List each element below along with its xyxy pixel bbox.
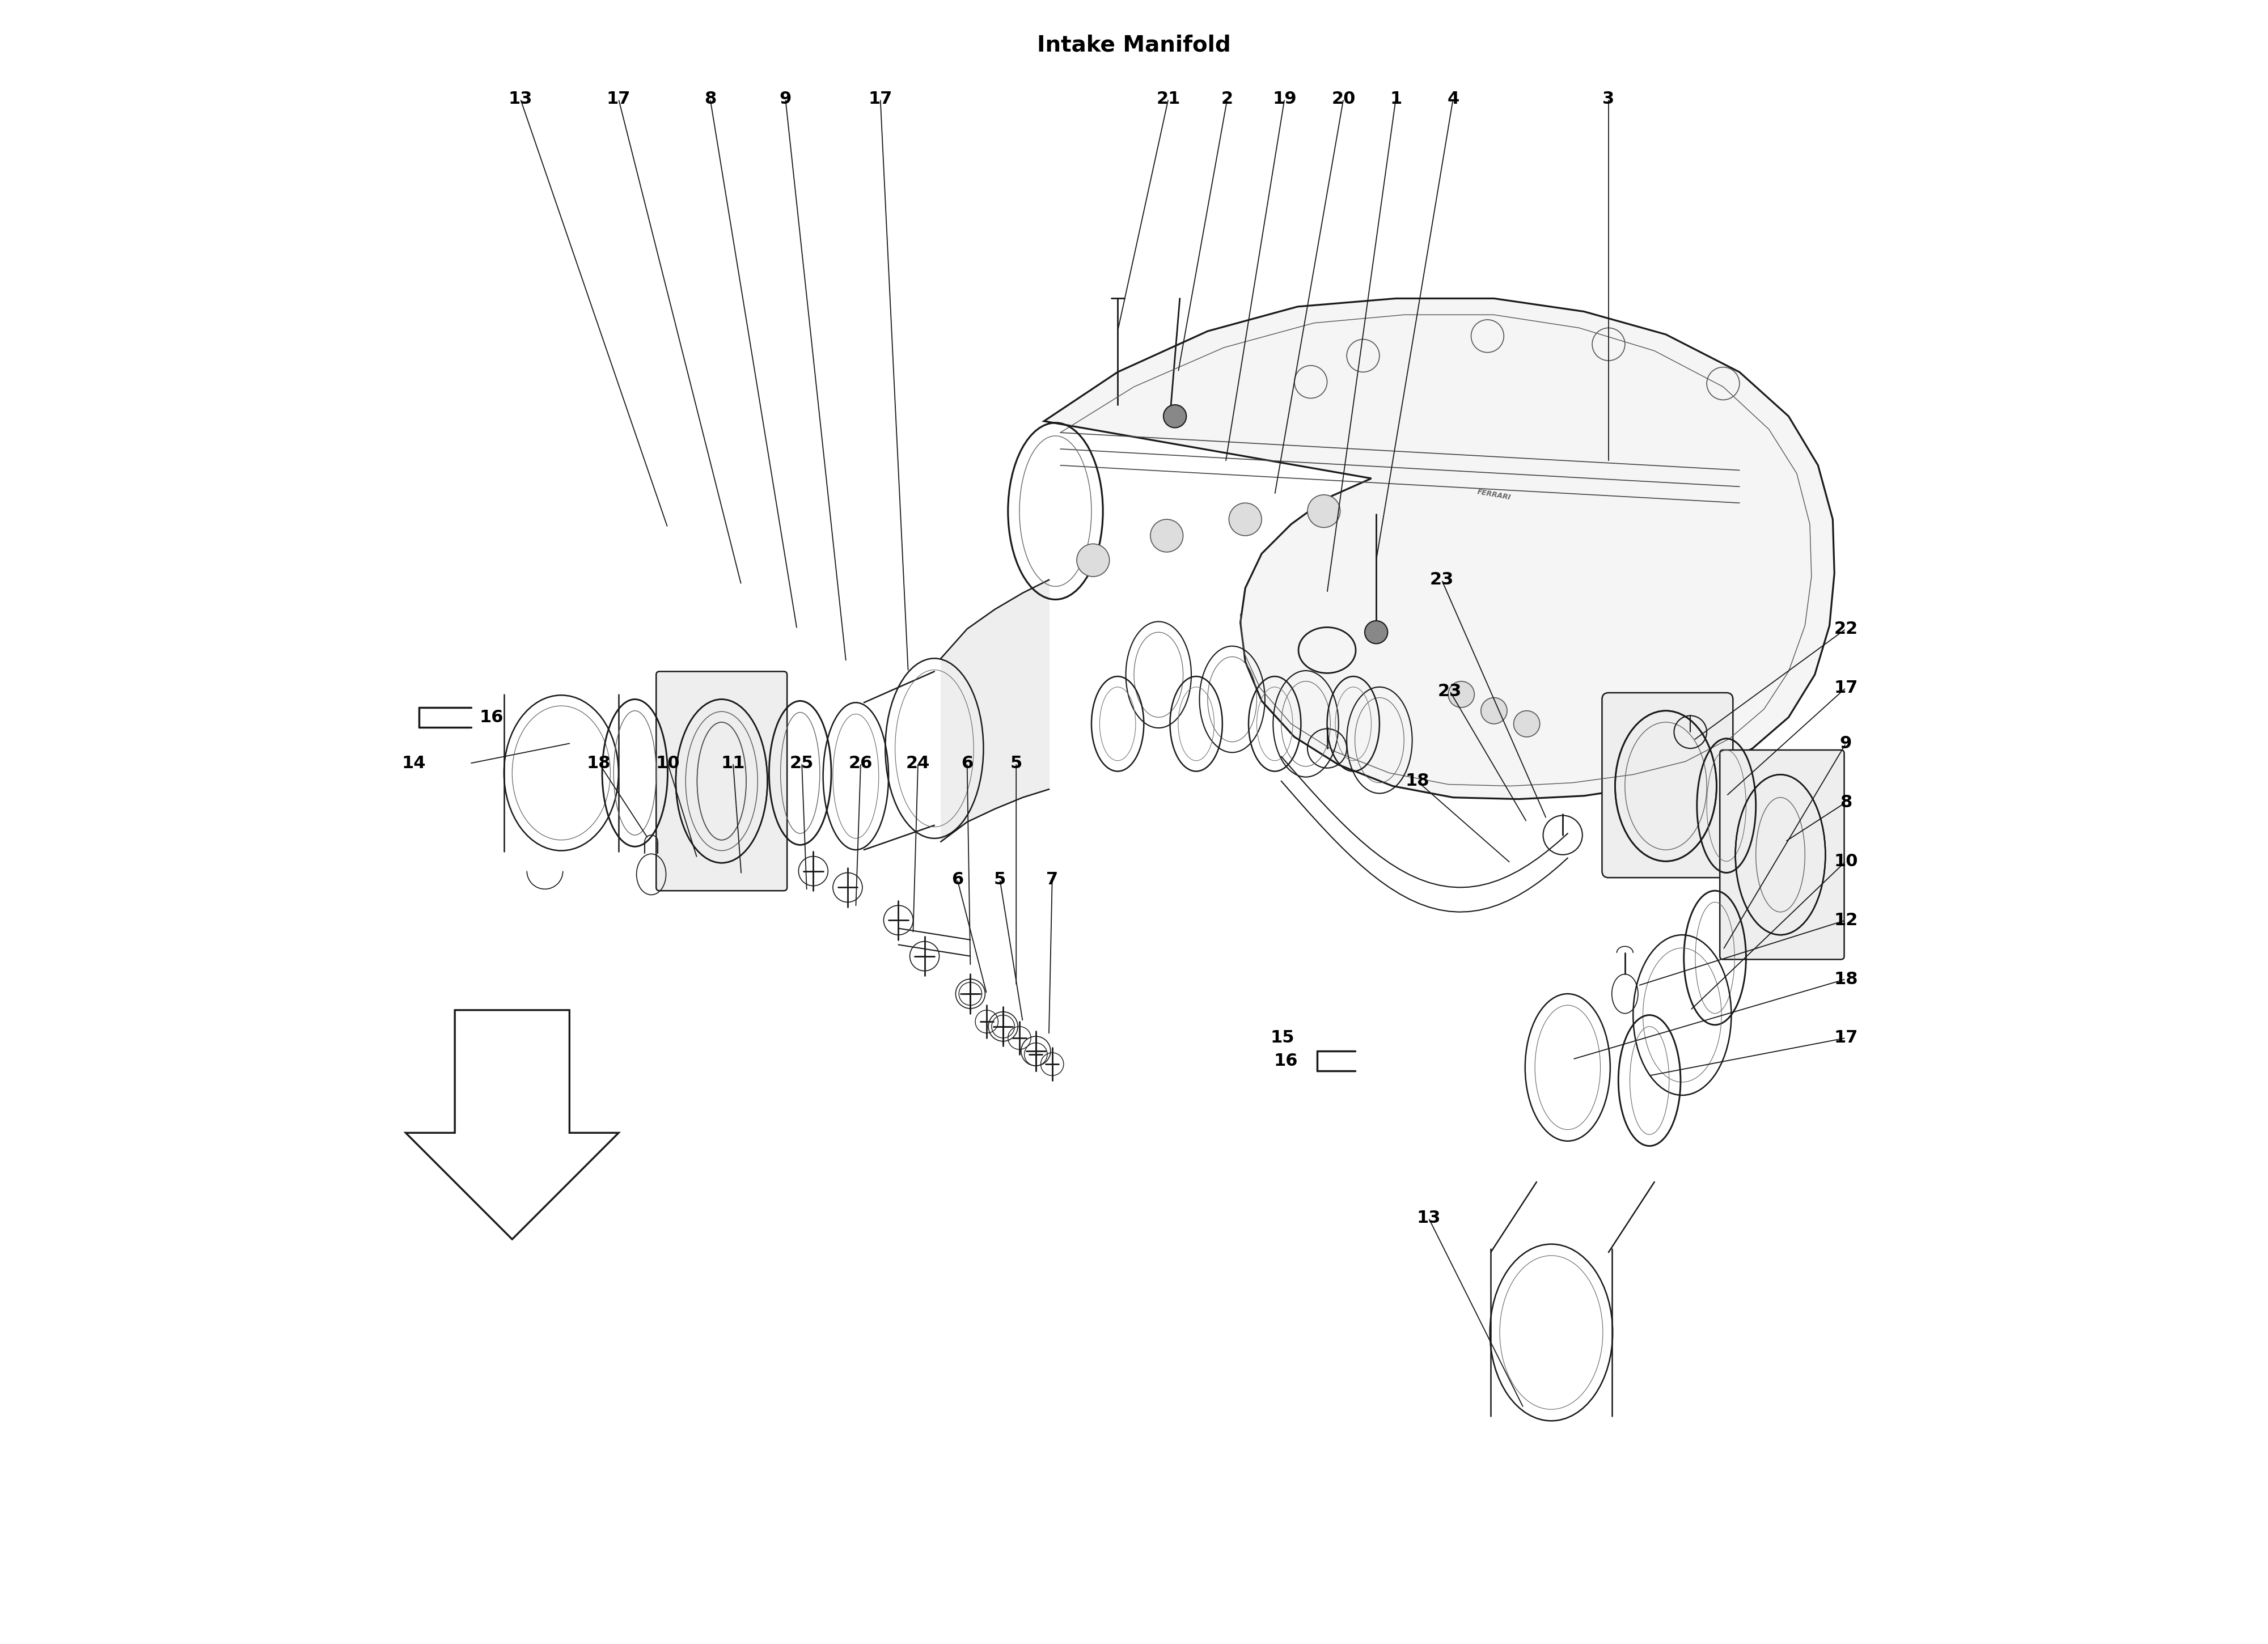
- Polygon shape: [406, 1009, 619, 1240]
- Text: 3: 3: [1603, 90, 1615, 107]
- Text: 6: 6: [950, 871, 964, 888]
- FancyBboxPatch shape: [1719, 750, 1844, 960]
- Text: 17: 17: [1835, 679, 1857, 695]
- Polygon shape: [456, 1009, 472, 1149]
- Text: Intake Manifold: Intake Manifold: [1036, 35, 1232, 56]
- FancyBboxPatch shape: [655, 671, 787, 891]
- Text: 15: 15: [1270, 1029, 1295, 1046]
- Text: 23: 23: [1438, 682, 1463, 699]
- Text: 20: 20: [1331, 90, 1356, 107]
- Polygon shape: [406, 1009, 619, 1240]
- Text: 22: 22: [1835, 621, 1857, 638]
- Text: 2: 2: [1220, 90, 1234, 107]
- Text: 16: 16: [1275, 1052, 1297, 1069]
- Text: 5: 5: [993, 871, 1005, 888]
- Text: 25: 25: [789, 755, 814, 771]
- Circle shape: [1365, 621, 1388, 644]
- Circle shape: [1229, 503, 1261, 536]
- Text: 5: 5: [1009, 755, 1023, 771]
- Text: 7: 7: [1046, 871, 1059, 888]
- Text: 8: 8: [703, 90, 717, 107]
- Text: 4: 4: [1447, 90, 1458, 107]
- Polygon shape: [406, 1133, 472, 1149]
- Text: FERRARI: FERRARI: [1476, 488, 1510, 501]
- Text: 17: 17: [606, 90, 631, 107]
- Text: 12: 12: [1835, 912, 1857, 929]
- Text: 18: 18: [587, 755, 610, 771]
- Text: 8: 8: [1839, 794, 1853, 810]
- Text: 13: 13: [508, 90, 533, 107]
- Text: 13: 13: [1417, 1210, 1440, 1226]
- Text: 10: 10: [655, 755, 680, 771]
- Circle shape: [1449, 681, 1474, 707]
- Text: 16: 16: [479, 709, 503, 725]
- Circle shape: [1306, 495, 1340, 528]
- FancyBboxPatch shape: [1601, 692, 1733, 878]
- Text: 14: 14: [401, 755, 426, 771]
- Text: 9: 9: [780, 90, 792, 107]
- Polygon shape: [1043, 299, 1835, 799]
- Text: 24: 24: [905, 755, 930, 771]
- Text: 6: 6: [962, 755, 973, 771]
- Circle shape: [1513, 710, 1540, 737]
- Text: 18: 18: [1835, 972, 1857, 988]
- Text: 1: 1: [1390, 90, 1402, 107]
- Circle shape: [1077, 544, 1109, 577]
- Circle shape: [1150, 520, 1184, 552]
- Text: 26: 26: [848, 755, 873, 771]
- Text: 19: 19: [1272, 90, 1297, 107]
- Text: 23: 23: [1429, 572, 1454, 589]
- Text: 17: 17: [1835, 1029, 1857, 1046]
- Text: 18: 18: [1406, 773, 1429, 789]
- Text: 9: 9: [1839, 735, 1853, 751]
- Text: 17: 17: [869, 90, 891, 107]
- Text: 10: 10: [1835, 853, 1857, 870]
- Text: 21: 21: [1157, 90, 1179, 107]
- Circle shape: [1481, 697, 1508, 723]
- Circle shape: [1163, 404, 1186, 427]
- Text: 11: 11: [721, 755, 746, 771]
